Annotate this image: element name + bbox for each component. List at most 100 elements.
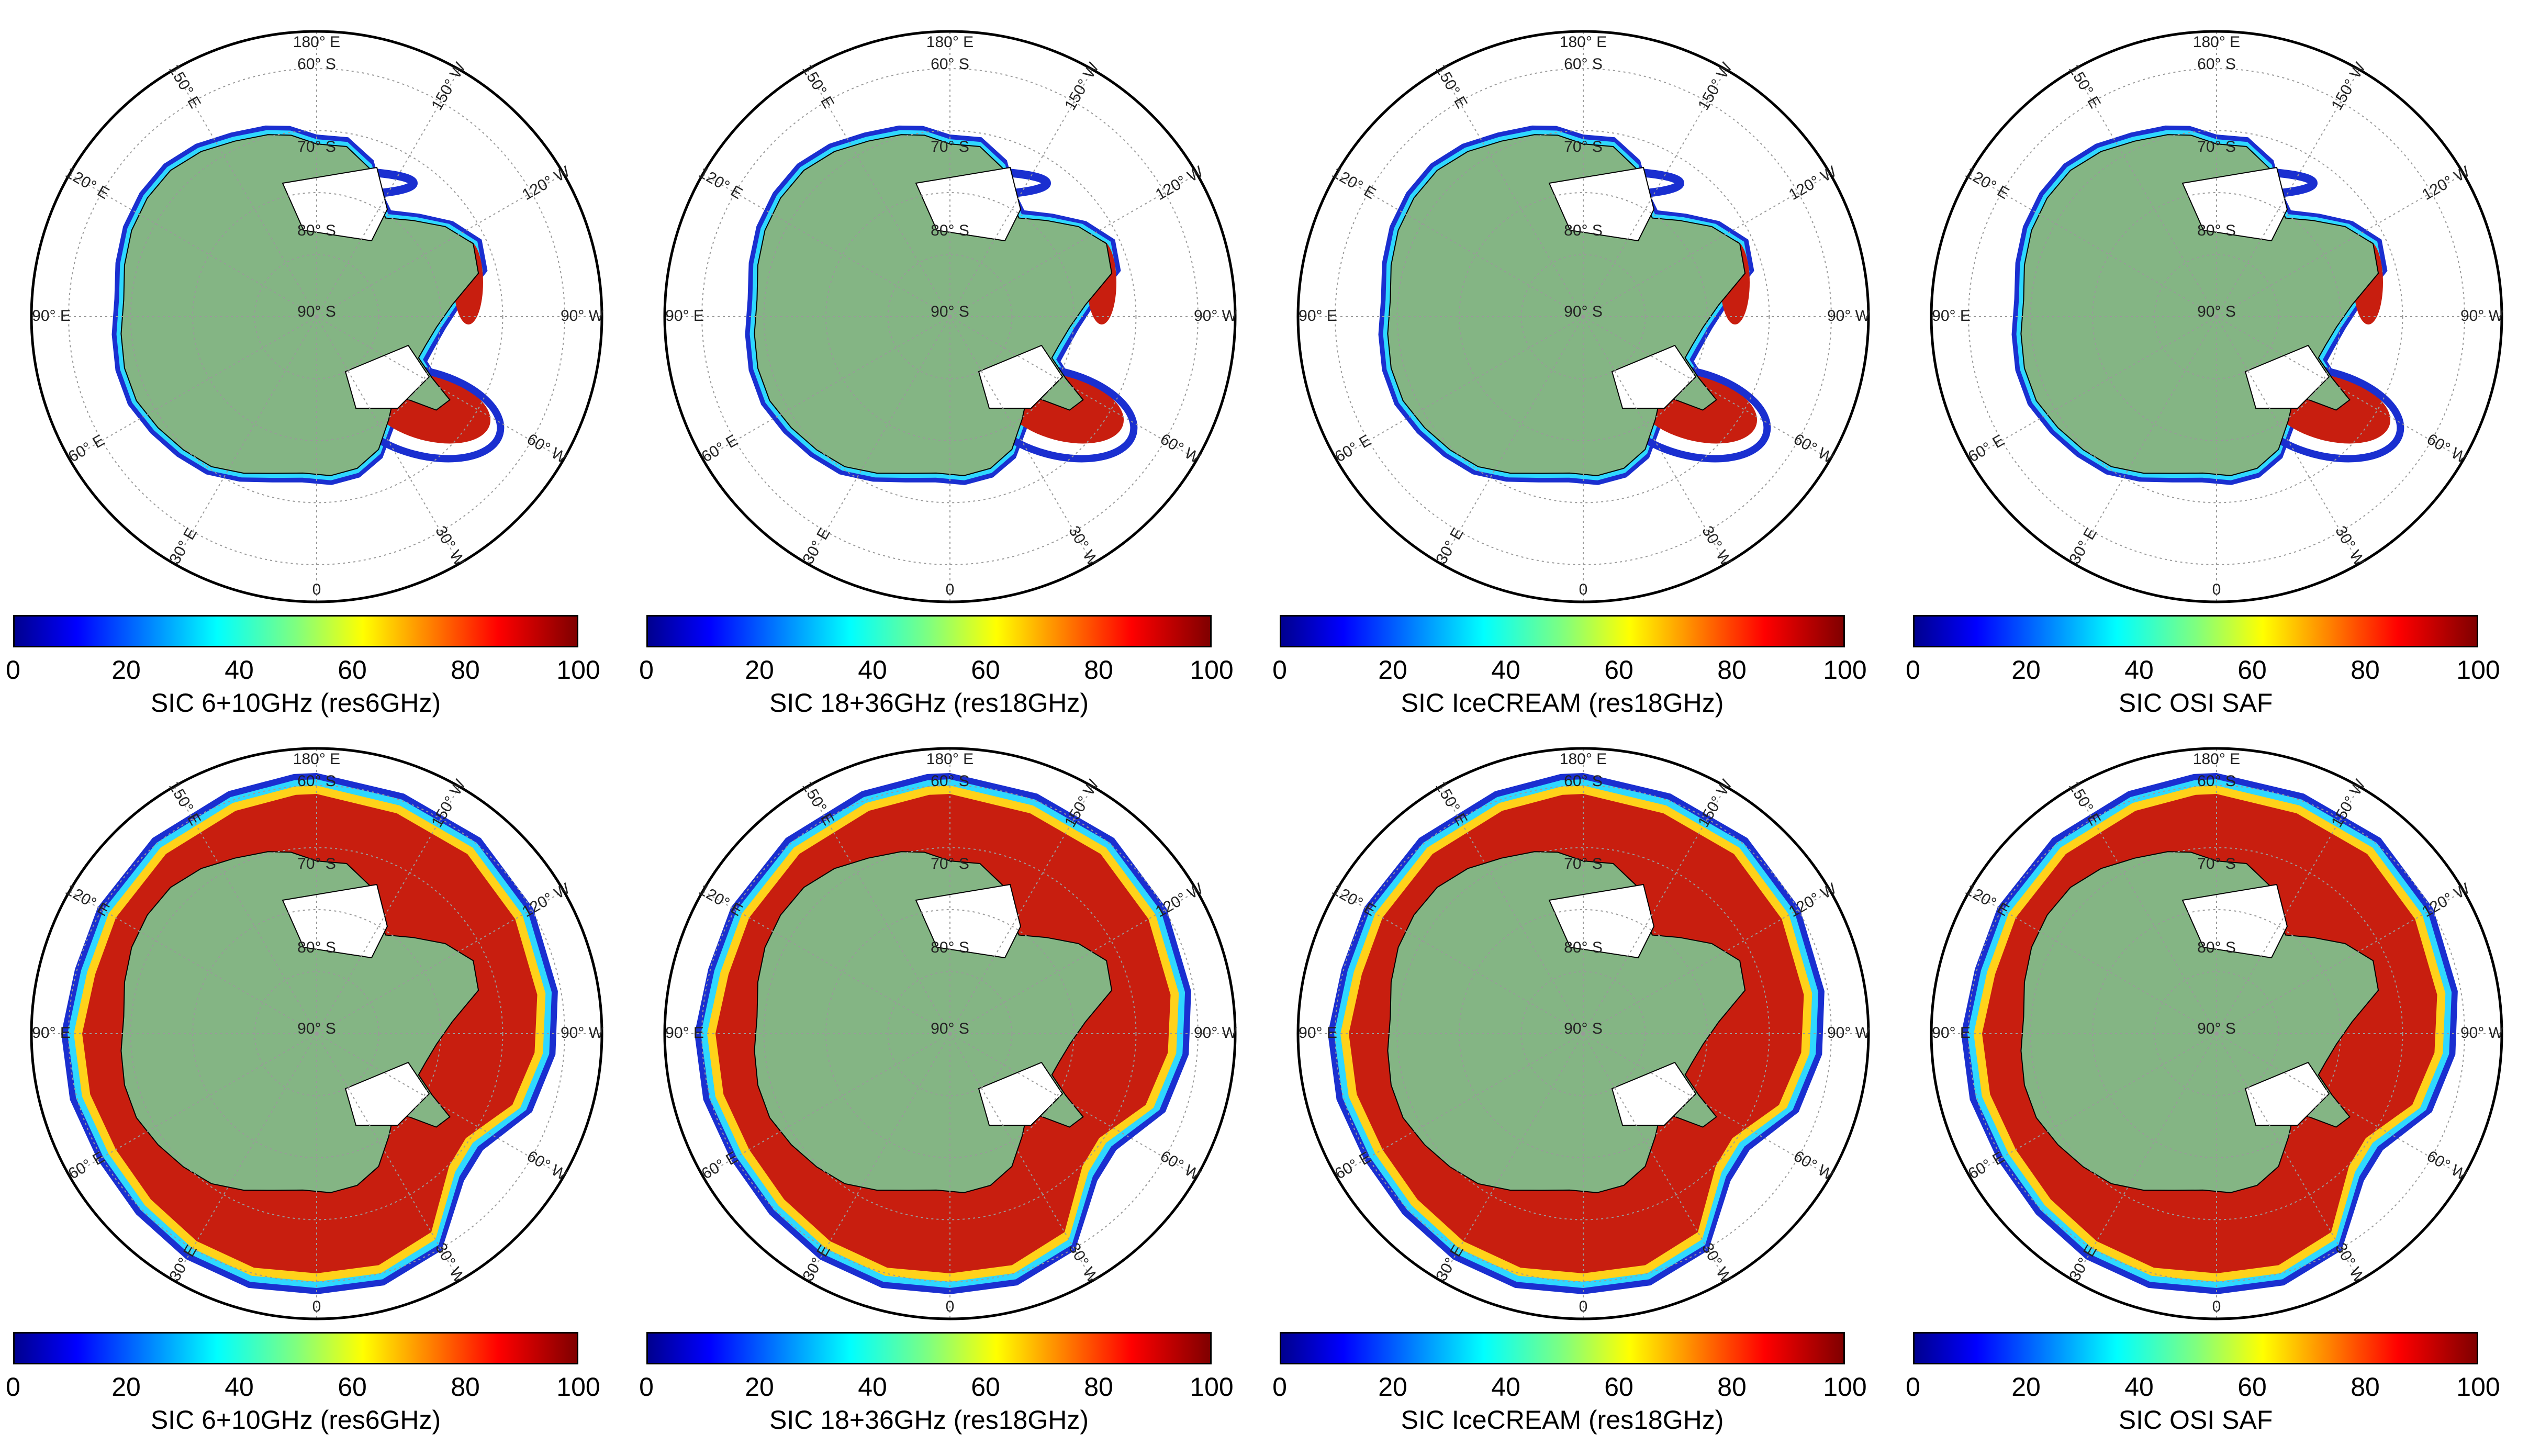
- latitude-gridline: [763, 847, 1137, 1220]
- longitude-label: 0: [1579, 581, 1588, 598]
- longitude-gridline: [316, 1033, 564, 1177]
- latitude-label: 90° S: [1564, 303, 1603, 320]
- longitude-label: 90° W: [1827, 1024, 1871, 1041]
- longitude-gridline: [173, 1033, 317, 1281]
- longitude-label: 0: [312, 581, 321, 598]
- latitude-gridline: [254, 971, 379, 1096]
- longitude-gridline: [2216, 69, 2360, 317]
- latitude-label: 80° S: [297, 222, 336, 239]
- colorbar-tick-label: 100: [1190, 655, 1234, 685]
- map-frame: [663, 30, 1237, 603]
- map-frame: [30, 30, 603, 603]
- colorbar-title: SIC IceCREAM (res18GHz): [1401, 688, 1724, 718]
- longitude-label: 180° E: [926, 33, 974, 51]
- colorbar-ticks: 0 20 40 60 80 100: [6, 654, 600, 686]
- latitude-label: 80° S: [2197, 939, 2236, 956]
- colorbar-tick-label: 0: [639, 655, 654, 685]
- latitude-label: 90° S: [2197, 303, 2236, 320]
- latitude-label: 70° S: [2197, 138, 2236, 155]
- latitude-gridline: [1396, 847, 1770, 1220]
- colorbar-tick-label: 20: [2011, 655, 2041, 685]
- colorbar-title: SIC OSI SAF: [2118, 688, 2273, 718]
- longitude-gridline: [2216, 316, 2464, 460]
- longitude-gridline: [69, 173, 317, 317]
- longitude-label: 0: [312, 1298, 321, 1315]
- colorbar-tick-label: 60: [1604, 1372, 1633, 1402]
- colorbar-tick-label: 20: [2011, 1372, 2041, 1402]
- colorbar-ticks: 0 20 40 60 80 100: [1272, 654, 1867, 686]
- longitude-gridline: [949, 316, 1093, 564]
- longitude-label: 0: [946, 581, 955, 598]
- longitude-label: 90° E: [1299, 307, 1337, 324]
- ross-ice-shelf: [2181, 166, 2288, 242]
- colorbar-tick-label: 40: [1491, 1372, 1520, 1402]
- longitude-gridline: [949, 890, 1198, 1034]
- longitude-label: 90° W: [1827, 307, 1871, 324]
- latitude-label: 60° S: [2197, 772, 2236, 790]
- colorbar-ticks: 0 20 40 60 80 100: [639, 1371, 1234, 1403]
- colorbar-ticks: 0 20 40 60 80 100: [1906, 1371, 2500, 1403]
- colorbar-tick-label: 100: [2456, 655, 2500, 685]
- longitude-gridline: [1336, 890, 1584, 1034]
- latitude-label: 60° S: [2197, 55, 2236, 73]
- map-frame: [30, 747, 603, 1320]
- colorbar-title: SIC IceCREAM (res18GHz): [1401, 1405, 1724, 1435]
- colorbar: [13, 615, 578, 647]
- colorbar-tick-label: 80: [1084, 655, 1113, 685]
- longitude-gridline: [2216, 316, 2360, 564]
- longitude-gridline: [1969, 316, 2217, 460]
- colorbar-tick-label: 0: [1906, 655, 1920, 685]
- latitude-label: 70° S: [1564, 855, 1603, 872]
- longitude-gridline: [2073, 69, 2217, 317]
- latitude-gridline: [887, 254, 1013, 379]
- colorbar: [1280, 615, 1845, 647]
- latitude-gridline: [887, 971, 1013, 1096]
- longitude-label: 90° E: [32, 1024, 71, 1041]
- filchner-ronne-ice-shelf: [1611, 1061, 1697, 1126]
- longitude-gridline: [69, 1033, 317, 1177]
- latitude-gridline: [1520, 254, 1646, 379]
- longitude-gridline: [1583, 173, 1831, 317]
- longitude-gridline: [316, 69, 460, 317]
- longitude-label: 90° W: [2460, 307, 2504, 324]
- longitude-label: 0: [1579, 1298, 1588, 1315]
- latitude-label: 80° S: [1564, 222, 1603, 239]
- colorbar-title: SIC 6+10GHz (res6GHz): [150, 1405, 441, 1435]
- latitude-label: 90° S: [931, 1020, 969, 1037]
- longitude-gridline: [1440, 69, 1584, 317]
- colorbar-title: SIC OSI SAF: [2118, 1405, 2273, 1435]
- colorbar: [1913, 1332, 2478, 1364]
- longitude-label: 90° W: [561, 307, 604, 324]
- longitude-gridline: [1336, 316, 1584, 460]
- longitude-gridline: [316, 786, 460, 1034]
- longitude-label: 90° E: [1932, 307, 1971, 324]
- ross-ice-shelf: [915, 883, 1022, 959]
- colorbar-tick-label: 80: [1717, 1372, 1747, 1402]
- latitude-gridline: [825, 909, 1075, 1158]
- colorbar-title: SIC 6+10GHz (res6GHz): [150, 688, 441, 718]
- map-frame: [1296, 747, 1870, 1320]
- longitude-gridline: [1336, 173, 1584, 317]
- longitude-gridline: [316, 316, 460, 564]
- colorbar-tick-label: 20: [745, 1372, 774, 1402]
- colorbar-tick-label: 0: [6, 655, 20, 685]
- longitude-gridline: [173, 316, 317, 564]
- colorbar-tick-label: 80: [451, 655, 480, 685]
- colorbar: [646, 1332, 1212, 1364]
- longitude-gridline: [949, 173, 1198, 317]
- ross-ice-shelf: [1548, 883, 1655, 959]
- latitude-label: 80° S: [2197, 222, 2236, 239]
- latitude-label: 70° S: [931, 138, 969, 155]
- colorbar-tick-label: 0: [1906, 1372, 1920, 1402]
- longitude-label: 0: [946, 1298, 955, 1315]
- longitude-label: 90° W: [1194, 307, 1237, 324]
- colorbar-tick-label: 80: [2351, 1372, 2380, 1402]
- latitude-gridline: [2092, 909, 2341, 1158]
